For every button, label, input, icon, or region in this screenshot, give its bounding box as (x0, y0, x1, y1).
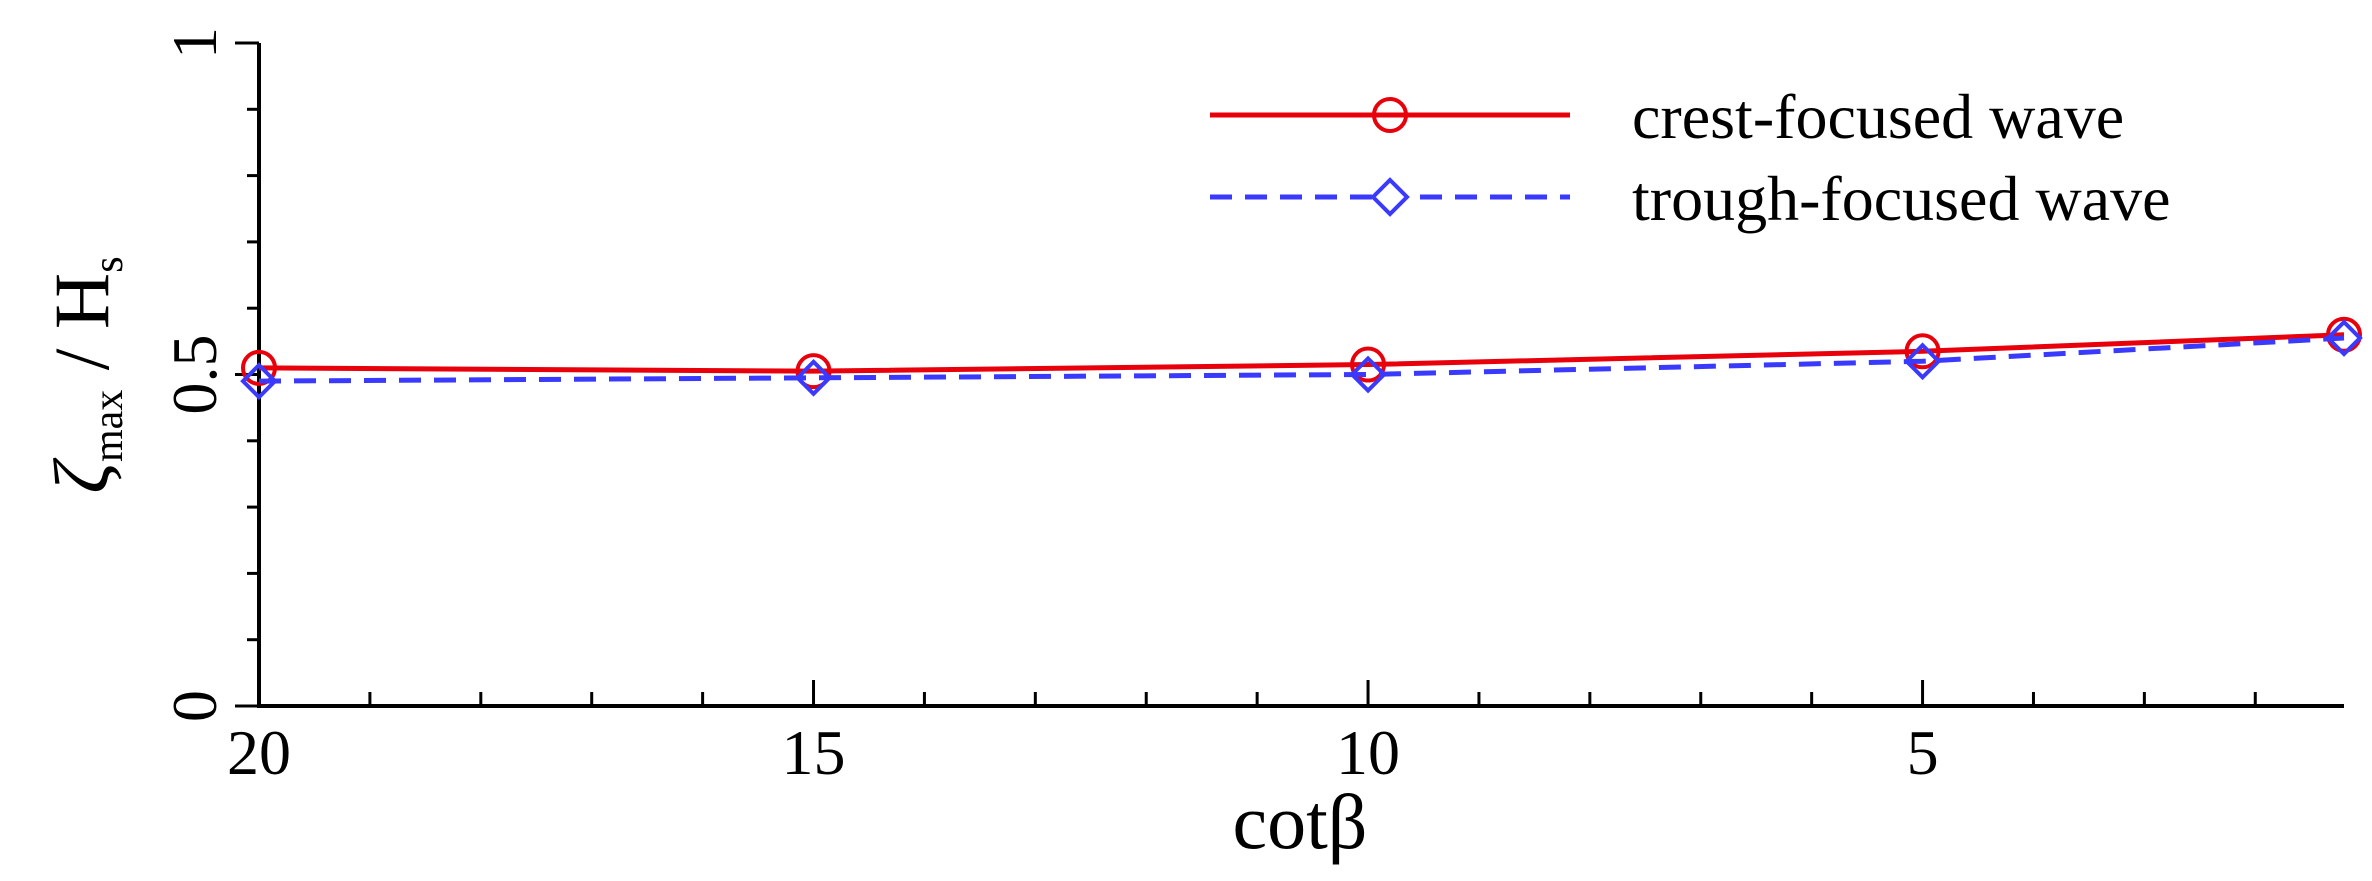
y-axis-label: ζmax / Hs (38, 256, 132, 493)
x-tick-label: 5 (1907, 717, 1939, 788)
data-point-trough (2325, 319, 2363, 357)
legend-label-trough: trough-focused wave (1632, 163, 2170, 234)
legend-marker-crest (1372, 97, 1408, 133)
y-axis-label-subscript: max (86, 390, 132, 462)
x-tick-label: 15 (782, 717, 846, 788)
y-axis-label-symbol: ζ (38, 458, 125, 494)
series-line-crest (258, 332, 2345, 374)
data-point-crest (795, 353, 832, 390)
tick-labels: 20 15 10 5 0 0.5 1 (159, 27, 1939, 788)
data-point-crest (241, 349, 277, 386)
y-axis-label-denominator: H (38, 273, 125, 329)
x-axis-label: cotβ (1233, 778, 1368, 865)
x-tick-label: 10 (1336, 717, 1400, 788)
data-point-trough (240, 362, 278, 400)
data-point-trough (1349, 355, 1387, 394)
y-axis-label-divider: / (38, 329, 125, 390)
legend: crest-focused wave trough-focused wave (1210, 81, 2170, 234)
y-tick-label: 0 (159, 690, 230, 722)
data-point-crest (1350, 346, 1387, 383)
data-point-trough (1903, 342, 1942, 381)
data-point-trough (794, 358, 833, 397)
y-tick-label: 0.5 (159, 335, 230, 415)
x-tick-label: 20 (227, 717, 291, 788)
legend-marker-trough (1370, 177, 1410, 217)
series (240, 316, 2363, 400)
y-axis-label-denominator-subscript: s (86, 256, 132, 272)
legend-label-crest: crest-focused wave (1632, 81, 2124, 152)
data-point-crest (1904, 333, 1941, 370)
data-point-crest (2326, 316, 2362, 353)
y-tick-label: 1 (159, 27, 230, 59)
series-line-trough (258, 335, 2345, 384)
